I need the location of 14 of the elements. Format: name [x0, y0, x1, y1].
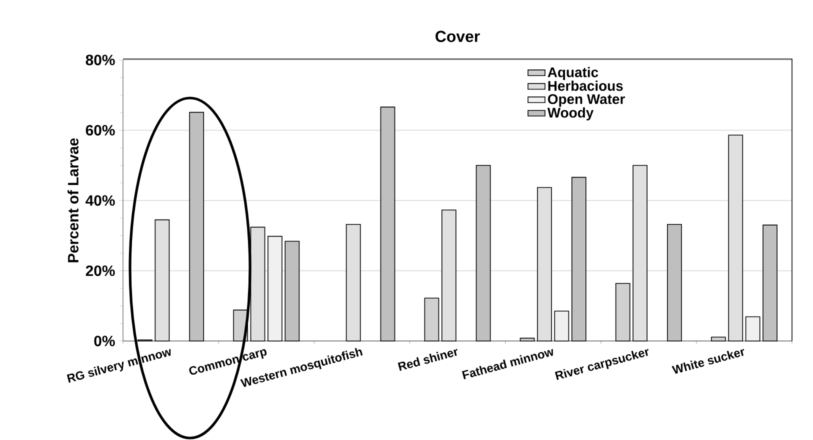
x-tick-label: White sucker	[672, 348, 744, 374]
y-tick-label: 0%	[94, 336, 115, 346]
x-tick-label: Red shiner	[398, 348, 458, 371]
legend-label: Herbacious	[548, 80, 623, 91]
legend-label: Aquatic	[548, 66, 598, 80]
y-tick-label: 80%	[86, 54, 115, 66]
chart-title: Cover	[436, 30, 480, 42]
y-tick-label: 20%	[86, 265, 115, 276]
y-tick-label: 40%	[86, 195, 115, 206]
legend-label: Woody	[547, 107, 594, 120]
y-tick-label: 60%	[86, 124, 115, 136]
legend-label: Open Water	[548, 94, 625, 107]
x-tick-label: Fathead minnow	[462, 348, 553, 380]
y-axis-title: Percent of Larvae	[68, 138, 78, 262]
